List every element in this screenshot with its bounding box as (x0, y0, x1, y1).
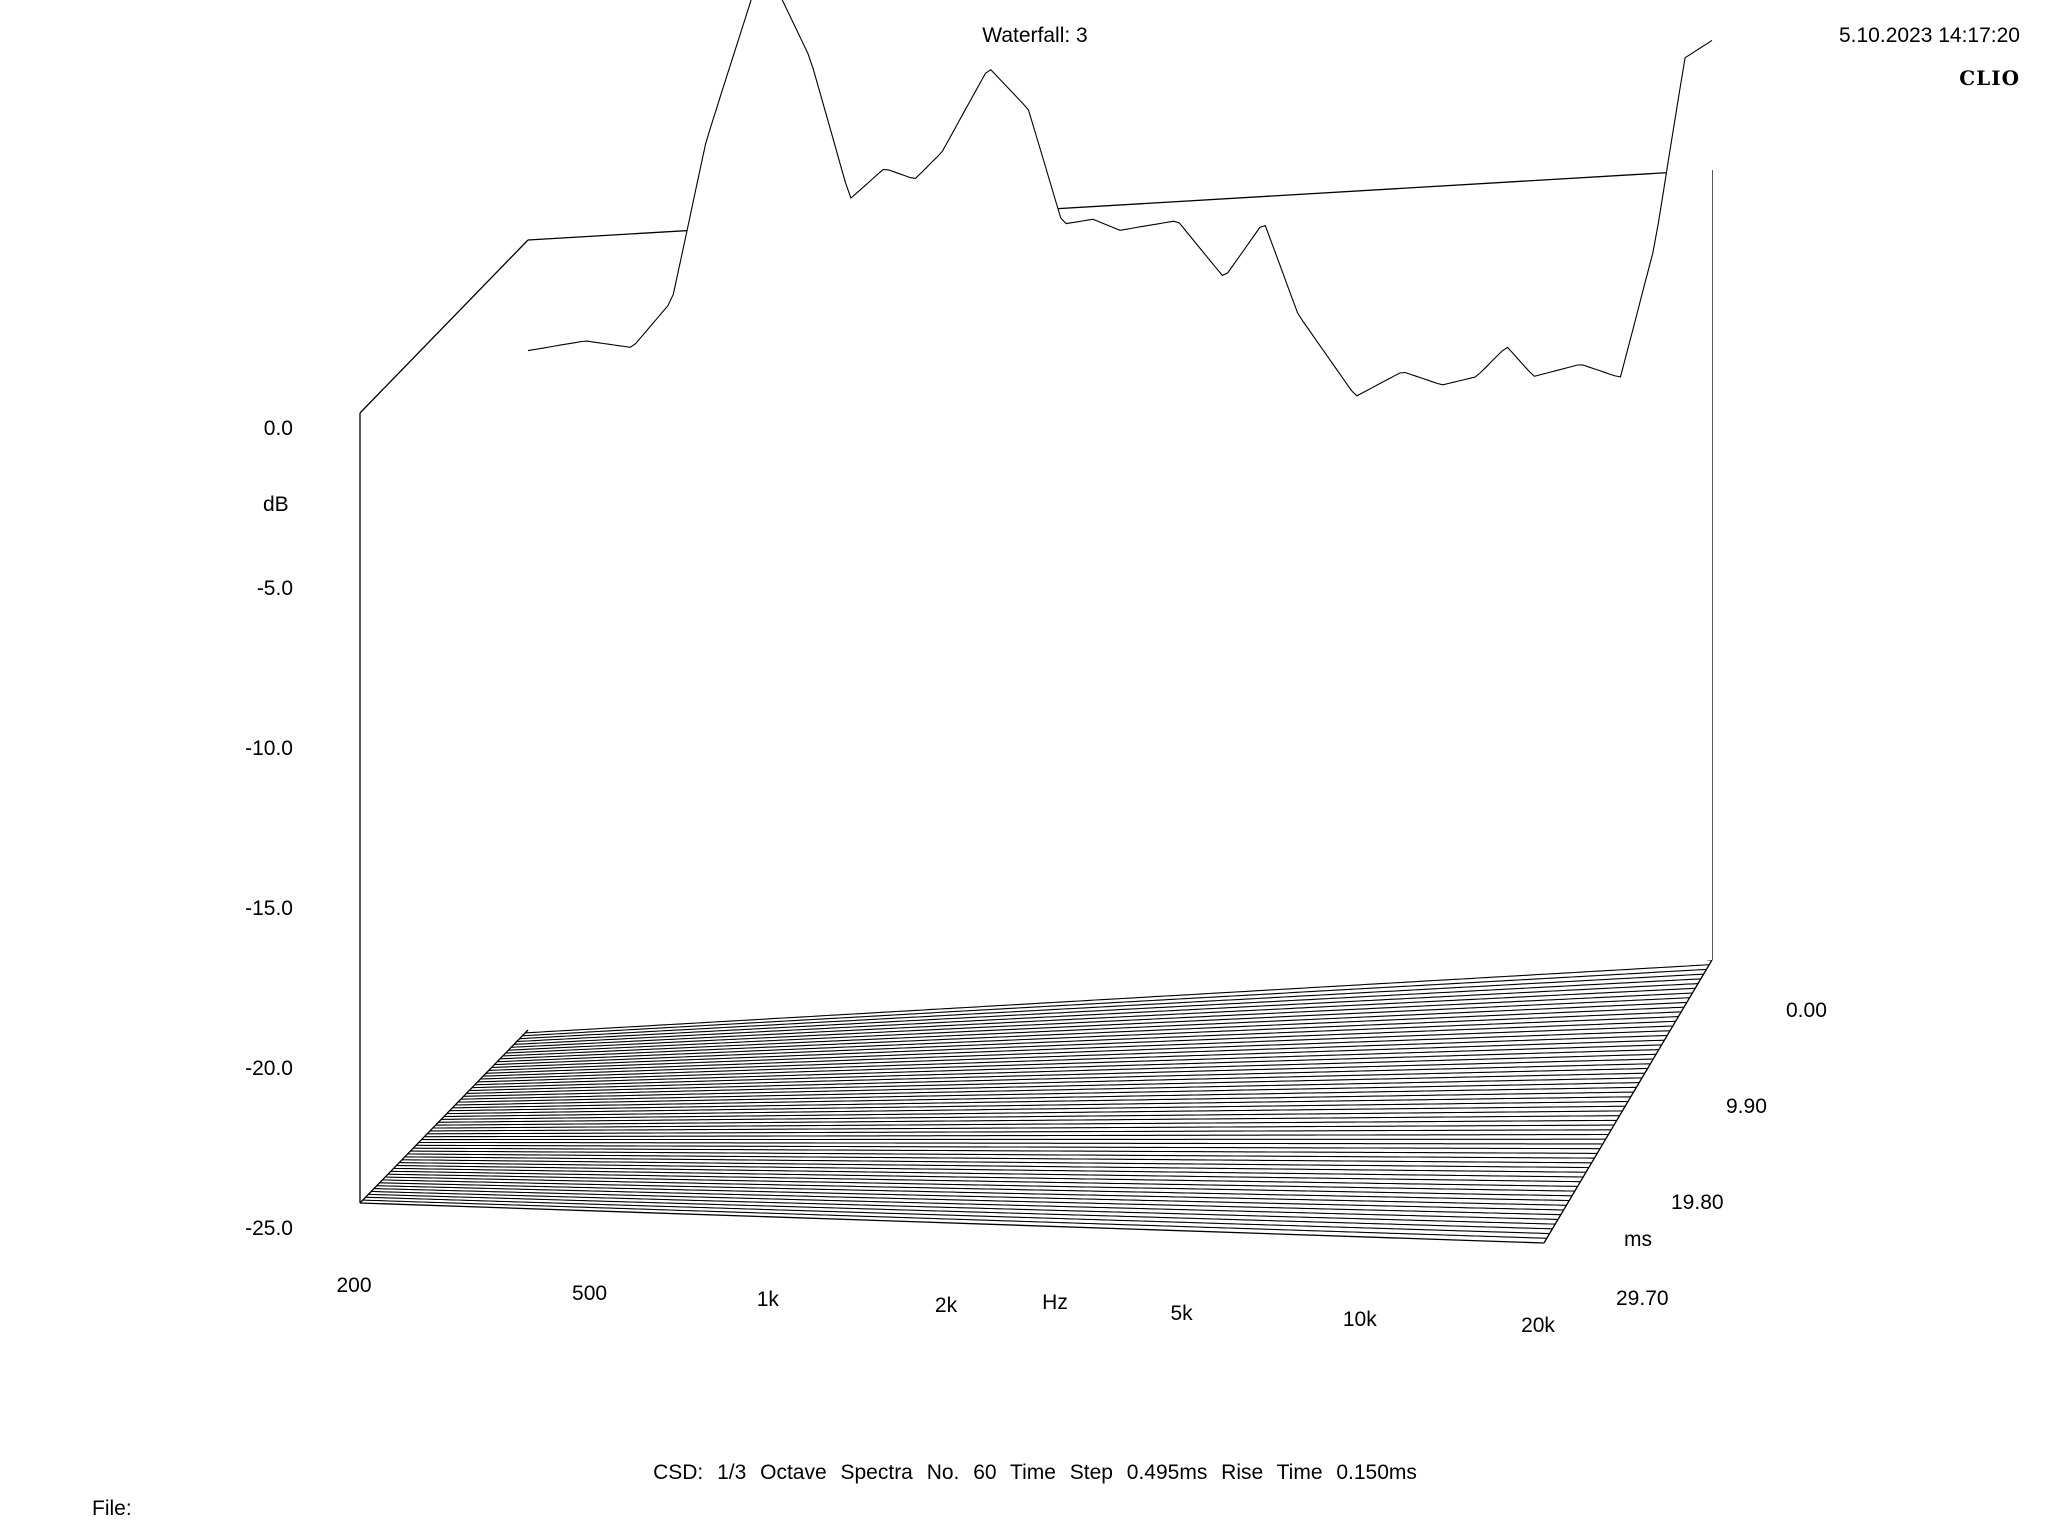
spectrum-line (474, 1049, 1659, 1086)
y-tick-label: -20.0 (245, 1057, 293, 1080)
spectrum-line (382, 1179, 1567, 1206)
front-floor-edge (359, 1202, 1545, 1244)
spectrum-line (471, 1053, 1657, 1089)
spectrum-line (508, 992, 1693, 1051)
x-tick-label: 200 (336, 1274, 372, 1297)
spectrum-line (371, 1190, 1556, 1225)
spectrum-line (466, 1063, 1651, 1094)
spectrum-line (385, 1176, 1570, 1202)
spectrum-line (522, 968, 1707, 1037)
spectrum-line (480, 1039, 1665, 1080)
spectrum-line (460, 1072, 1645, 1100)
spectrum-line (376, 1185, 1561, 1216)
spectrum-line (430, 1124, 1614, 1132)
z-tick-label: 19.80 (1671, 1191, 1724, 1214)
spectrum-line (477, 1044, 1662, 1083)
spectrum-line (446, 1096, 1631, 1115)
spectrum-line (513, 983, 1699, 1045)
spectrum-line (399, 1162, 1584, 1178)
spectrum-line (483, 1034, 1668, 1077)
x-tick-label: 10k (1342, 1307, 1377, 1331)
spectrum-line (497, 1011, 1682, 1063)
x-tick-label: 500 (572, 1281, 608, 1305)
spectrum-line (404, 1156, 1589, 1169)
spectrum-line (410, 1150, 1595, 1159)
z-tick-label: 9.90 (1726, 1095, 1767, 1118)
y-tick-label: -5.0 (256, 577, 293, 600)
timestamp: 5.10.2023 14:17:20 (1838, 24, 2020, 47)
spectrum-line (457, 1077, 1643, 1103)
spectrum-line (373, 1188, 1559, 1220)
spectrum-line (491, 1020, 1676, 1069)
spectrum-line (525, 964, 1710, 1034)
spectrum-line (519, 973, 1704, 1040)
left-top-edge (359, 239, 529, 414)
spectrum-line (469, 1058, 1654, 1092)
spectrum-line (527, 0, 1713, 397)
spectrum-line (407, 1153, 1592, 1164)
spectrum-line (413, 1147, 1598, 1154)
spectrum-line (511, 987, 1696, 1048)
spectrum-line (387, 1173, 1573, 1197)
z-tick-label: 0.00 (1786, 999, 1827, 1022)
y-axis-unit: dB (263, 493, 289, 516)
z-axis-unit: ms (1624, 1228, 1652, 1251)
spectrum-line (424, 1133, 1609, 1138)
spectrum-line (441, 1105, 1626, 1120)
spectrum-line (485, 1030, 1671, 1074)
spectrum-line (362, 1199, 1547, 1239)
spectrum-line (427, 1129, 1612, 1135)
y-tick-label: -10.0 (245, 737, 293, 760)
spectrum-line (396, 1164, 1581, 1183)
spectrum-line (435, 1115, 1620, 1126)
spectrum-line (452, 1086, 1637, 1109)
spectrum-line (449, 1091, 1634, 1112)
measurement-info: CSD: 1/3 Octave Spectra No. 60 Time Step… (653, 1461, 1417, 1484)
y-tick-label: -15.0 (245, 897, 293, 920)
y-tick-label: -25.0 (245, 1217, 293, 1240)
spectrum-line (516, 978, 1701, 1043)
spectrum-line (365, 1196, 1550, 1235)
x-tick-label: 1k (756, 1287, 779, 1311)
file-label: File: (92, 1497, 132, 1520)
spectrum-line (379, 1182, 1564, 1211)
brand-logo: CLIO (1959, 66, 2020, 90)
x-tick-label: 2k (934, 1294, 958, 1317)
spectrum-line (402, 1159, 1587, 1173)
spectrum-line (494, 1016, 1679, 1066)
waterfall-spectra (362, 0, 1713, 1239)
chart-title: Waterfall: 3 (982, 24, 1088, 47)
spectrum-line (416, 1144, 1600, 1150)
x-tick-label: 20k (1521, 1314, 1555, 1337)
spectrum-line (418, 1141, 1603, 1145)
spectrum-line (502, 1001, 1687, 1057)
x-tick-label: 5k (1170, 1301, 1193, 1325)
y-tick-label: 0.0 (263, 417, 293, 440)
spectrum-line (438, 1110, 1623, 1123)
spectrum-line (488, 1025, 1673, 1071)
spectrum-line (432, 1119, 1617, 1129)
spectrum-fill (528, 0, 1712, 1030)
spectrum-line (368, 1193, 1553, 1230)
spectrum-line (499, 1006, 1685, 1060)
spectrum-line (505, 997, 1690, 1054)
spectrum-line (390, 1170, 1575, 1192)
spectrum-line (443, 1100, 1629, 1118)
spectrum-line (393, 1167, 1578, 1187)
spectrum-line (455, 1082, 1640, 1106)
x-axis-unit: Hz (1042, 1291, 1068, 1314)
spectrum-line (463, 1067, 1648, 1097)
z-tick-label: 29.70 (1616, 1287, 1669, 1310)
